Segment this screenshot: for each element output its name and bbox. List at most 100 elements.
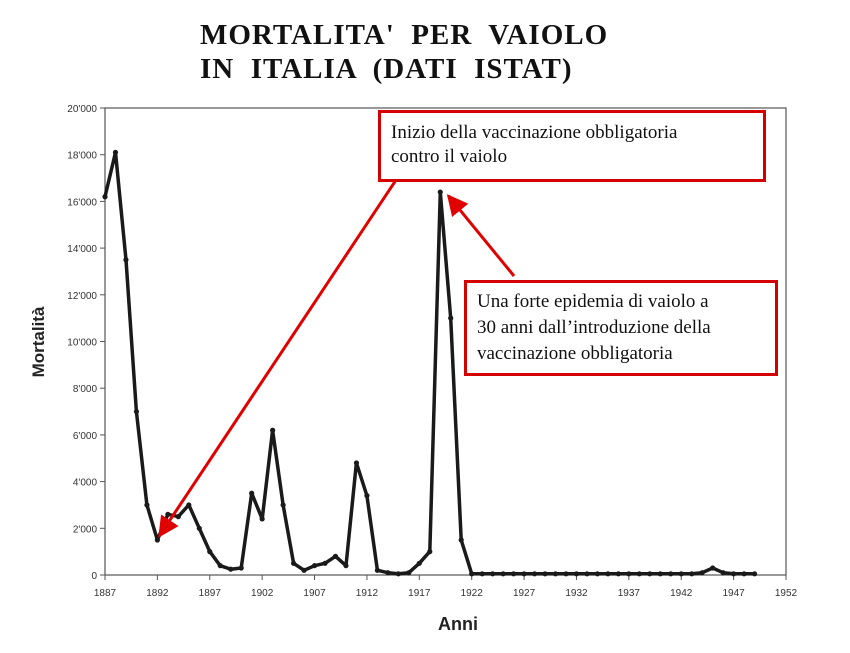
arrow-epidemic [446,194,516,277]
x-tick-label: 1927 [513,588,536,599]
data-point [594,571,601,577]
data-point [270,427,276,433]
y-tick-label: 12'000 [67,291,97,302]
data-point [458,537,464,543]
data-point [573,571,580,577]
data-point [133,408,140,415]
data-point [353,460,360,466]
data-point [228,566,234,572]
data-point [165,511,171,517]
data-point [322,560,328,566]
data-point [196,525,202,531]
data-point [154,537,160,543]
data-point [112,149,119,155]
y-tick-label: 10'000 [67,338,97,349]
data-point [406,570,412,576]
data-point [552,571,559,577]
data-point [343,563,349,569]
x-tick-label: 1902 [251,588,274,599]
data-point [186,502,192,508]
callout-epidemic: Una forte epidemia di vaiolo a 30 anni d… [464,280,778,376]
data-point [280,502,286,508]
data-point [385,570,391,576]
data-point [584,571,590,577]
data-point [636,571,642,577]
data-point [311,563,318,569]
callout-1-line-2: contro il vaiolo [391,146,508,167]
x-tick-label: 1887 [94,588,117,599]
y-tick-label: 16'000 [67,197,97,208]
callout-2-line-3: vaccinazione obbligatoria [477,343,673,364]
x-tick-label: 1952 [775,588,798,599]
data-point [437,189,443,195]
callout-1-line-1: Inizio della vaccinazione obbligatoria [391,122,678,143]
data-point [448,315,454,321]
data-point [249,490,255,496]
data-point [290,560,297,566]
callout-2-line-2: 30 anni dall’introduzione della [477,317,711,338]
data-point [668,571,674,577]
chart-title: MORTALITA' PER VAIOLO IN ITALIA (DATI IS… [200,18,660,86]
data-point [751,571,758,577]
data-point [364,493,370,499]
data-point [301,567,307,573]
x-tick-label: 1897 [199,588,222,599]
data-point [678,571,684,577]
y-tick-label: 14'000 [67,244,97,255]
x-tick-label: 1892 [146,588,169,599]
data-point [427,549,433,555]
y-tick-label: 8'000 [73,384,98,395]
data-point [521,571,527,577]
callout-2-line-1: Una forte epidemia di vaiolo a [477,291,709,312]
data-point [647,571,653,577]
x-tick-label: 1917 [408,588,431,599]
data-point [626,571,632,577]
data-point [416,560,422,566]
data-point [510,571,517,577]
callout-vaccination-start: Inizio della vaccinazione obbligatoria c… [378,110,766,182]
data-point [500,571,506,577]
data-point [720,570,726,576]
data-point [123,257,129,263]
x-tick-label: 1912 [356,588,379,599]
y-tick-label: 20'000 [67,104,97,115]
axes: 0 2'000 4'000 6'000 8'000 10'000 12'000 14'000 1… [67,104,797,599]
data-point [542,571,548,577]
chart-title-line-2: IN ITALIA (DATI ISTAT) [200,53,573,85]
data-point [479,571,485,577]
data-point [741,571,747,577]
data-point [605,571,611,577]
data-point [217,563,223,569]
data-point [332,553,339,559]
x-tick-label: 1932 [565,588,588,599]
y-axis-label: Mortalità [29,306,48,377]
data-point [207,549,213,555]
chart-title-line-1: MORTALITA' PER VAIOLO [200,19,609,51]
data-point [531,571,538,577]
x-tick-label: 1922 [461,588,484,599]
data-point [657,571,663,577]
data-point [689,571,695,577]
data-point [175,514,181,520]
data-point [144,502,150,508]
y-tick-label: 6'000 [73,431,98,442]
data-point [563,571,569,577]
annotations [158,167,516,538]
x-tick-label: 1942 [670,588,693,599]
data-point [238,565,244,571]
data-point [374,567,380,573]
y-tick-label: 0 [91,571,97,582]
y-tick-label: 2'000 [73,524,98,535]
data-point [710,565,716,571]
y-tick-label: 18'000 [67,151,97,162]
y-tick-label: 4'000 [73,478,98,489]
x-axis-label: Anni [438,614,478,634]
data-point [395,571,401,577]
data-point [699,570,705,576]
x-tick-label: 1947 [722,588,745,599]
data-point [259,516,265,522]
data-point [731,571,737,577]
data-point [490,571,496,577]
data-point [615,571,621,577]
